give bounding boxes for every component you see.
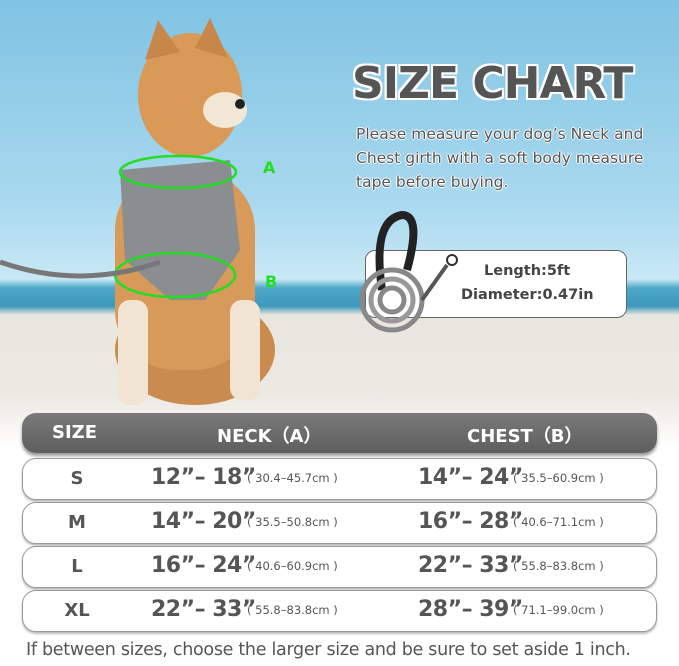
- table-row: S 12”– 18” ( 30.4–45.7cm ) 14”– 24” ( 35…: [22, 458, 657, 500]
- leash-diameter: Diameter:0.47in: [461, 287, 594, 303]
- table-row: XL 22”– 33” ( 55.8–83.8cm ) 28”– 39” ( 7…: [22, 590, 657, 632]
- neck-cm: ( 30.4–45.7cm ): [247, 471, 338, 485]
- beach-background: [0, 0, 679, 450]
- chest-inches: 28”– 39”: [418, 597, 523, 622]
- size-cell: M: [68, 512, 86, 533]
- chest-inches: 14”– 24”: [418, 465, 523, 490]
- header-chest: CHEST（B）: [467, 426, 583, 447]
- chest-cm: ( 40.6–71.1cm ): [513, 515, 604, 529]
- table-row: M 14”– 20” ( 35.5–50.8cm ) 16”– 28” ( 40…: [22, 502, 657, 544]
- chest-marker-label: B: [265, 272, 278, 291]
- size-cell: L: [71, 556, 83, 577]
- chest-cm: ( 55.8–83.8cm ): [513, 559, 604, 573]
- neck-inches: 12”– 18”: [151, 465, 256, 490]
- header-size: SIZE: [52, 422, 98, 443]
- table-row: L 16”– 24” ( 40.6–60.9cm ) 22”– 33” ( 55…: [22, 546, 657, 588]
- neck-inches: 16”– 24”: [151, 553, 256, 578]
- neck-cm: ( 40.6–60.9cm ): [247, 559, 338, 573]
- measurement-instructions: Please measure your dog’s Neck and Chest…: [356, 125, 644, 191]
- neck-inches: 22”– 33”: [151, 597, 256, 622]
- neck-marker-label: A: [263, 158, 276, 177]
- leash-icon: [359, 210, 458, 333]
- neck-cm: ( 55.8–83.8cm ): [247, 603, 338, 617]
- neck-inches: 14”– 20”: [151, 509, 256, 534]
- chest-cm: ( 35.5–60.9cm ): [513, 471, 604, 485]
- chest-cm: ( 71.1–99.0cm ): [513, 603, 604, 617]
- leash-length: Length:5ft: [484, 263, 571, 279]
- sizing-footnote: If between sizes, choose the larger size…: [26, 640, 631, 660]
- size-cell: S: [70, 468, 84, 489]
- size-cell: XL: [64, 600, 90, 621]
- size-table-header: SIZE NECK（A） CHEST（B）: [22, 413, 657, 453]
- neck-cm: ( 35.5–50.8cm ): [247, 515, 338, 529]
- chest-inches: 22”– 33”: [418, 553, 523, 578]
- header-neck: NECK（A）: [217, 426, 322, 447]
- chest-inches: 16”– 28”: [418, 509, 523, 534]
- page-title: SIZE CHART: [352, 58, 633, 109]
- dog-wearing-harness-image: [0, 18, 275, 405]
